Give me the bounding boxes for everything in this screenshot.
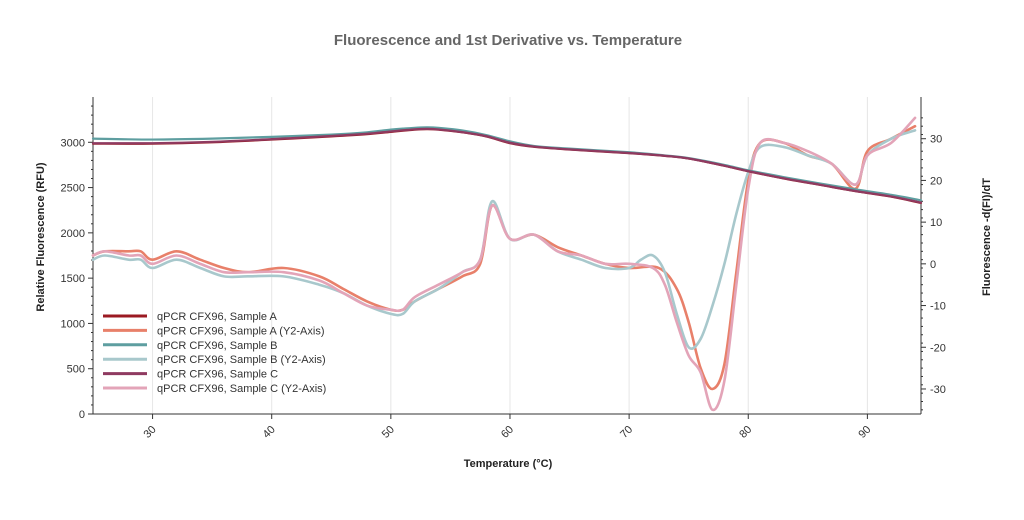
- legend-item[interactable]: qPCR CFX96, Sample B (Y2-Axis): [103, 354, 326, 366]
- legend-item[interactable]: qPCR CFX96, Sample A (Y2-Axis): [103, 325, 325, 337]
- legend-label: qPCR CFX96, Sample C (Y2-Axis): [157, 383, 326, 395]
- x-tick-label: 80: [737, 424, 754, 441]
- legend-item[interactable]: qPCR CFX96, Sample A: [103, 311, 277, 323]
- y2-tick-label: 30: [930, 134, 942, 146]
- series-line-qpcr-cfx96-sample-b: [91, 126, 923, 202]
- x-tick-label: 40: [261, 424, 278, 441]
- y2-tick-label: -30: [930, 384, 946, 396]
- legend-label: qPCR CFX96, Sample C: [157, 369, 278, 381]
- x-tick-label: 60: [499, 424, 516, 441]
- y2-tick-label: -10: [930, 301, 946, 313]
- legend-label: qPCR CFX96, Sample A: [157, 311, 277, 323]
- legend-label: qPCR CFX96, Sample B (Y2-Axis): [157, 354, 326, 366]
- y2-tick-label: 0: [930, 259, 936, 271]
- series-line-qpcr-cfx96-sample-c-y2-axis: [91, 116, 917, 412]
- y2-axis-title: Fluorescence -d(FI)/dT: [981, 178, 993, 296]
- y-tick-label: 500: [67, 364, 85, 376]
- x-tick-label: 30: [142, 424, 159, 441]
- x-axis-title: Temperature (°C): [464, 458, 553, 470]
- x-tick-label: 50: [380, 424, 397, 441]
- series-line-qpcr-cfx96-sample-c: [91, 127, 923, 204]
- series-lines: [91, 116, 923, 412]
- y-tick-label: 3000: [61, 137, 85, 149]
- y-tick-label: 1000: [61, 318, 85, 330]
- legend-item[interactable]: qPCR CFX96, Sample C (Y2-Axis): [103, 383, 326, 395]
- legend-item[interactable]: qPCR CFX96, Sample B: [103, 340, 277, 352]
- x-tick-label: 70: [618, 424, 635, 441]
- legend[interactable]: qPCR CFX96, Sample A qPCR CFX96, Sample A…: [103, 311, 326, 395]
- chart-title: Fluorescence and 1st Derivative vs. Temp…: [334, 32, 682, 49]
- y2-tick-label: 20: [930, 175, 942, 187]
- y-tick-label: 2500: [61, 183, 85, 195]
- legend-item[interactable]: qPCR CFX96, Sample C: [103, 369, 278, 381]
- y-axis-title: Relative Fluorescence (RFU): [35, 162, 47, 311]
- y-tick-label: 2000: [61, 228, 85, 240]
- x-tick-label: 90: [856, 424, 873, 441]
- legend-label: qPCR CFX96, Sample B: [157, 340, 277, 352]
- legend-label: qPCR CFX96, Sample A (Y2-Axis): [157, 325, 325, 337]
- y-tick-label: 0: [79, 409, 85, 421]
- y2-tick-label: -20: [930, 342, 946, 354]
- y-tick-label: 1500: [61, 273, 85, 285]
- y2-tick-label: 10: [930, 217, 942, 229]
